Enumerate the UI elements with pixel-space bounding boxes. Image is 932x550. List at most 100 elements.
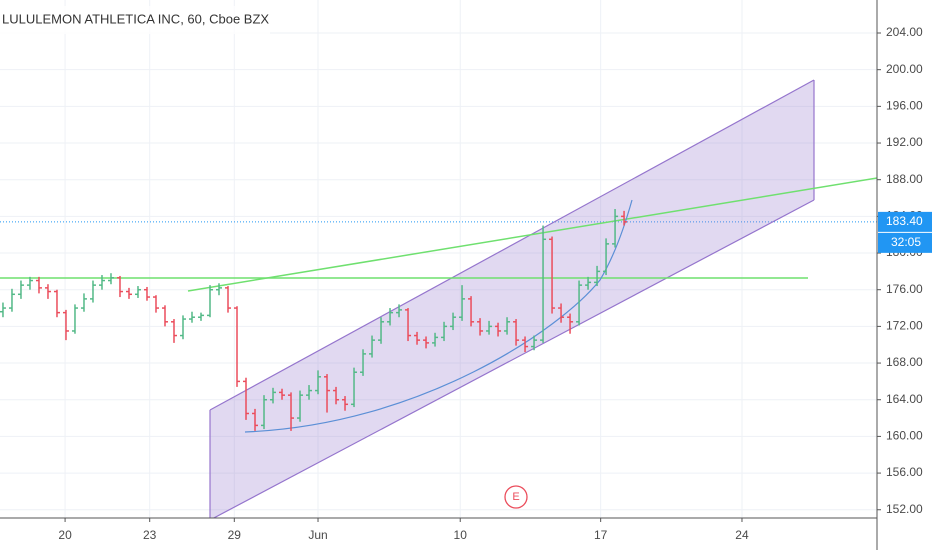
ohlc-bar <box>315 370 322 395</box>
ohlc-bar <box>450 312 457 331</box>
ohlc-bar <box>53 289 60 318</box>
ohlc-bar <box>504 317 511 335</box>
y-tick-label: 168.00 <box>886 355 923 369</box>
ohlc-bar <box>0 302 6 318</box>
ohlc-bar <box>513 319 520 346</box>
last-price-label: 183.40 <box>886 214 923 228</box>
chart-title: LULULEMON ATHLETICA INC, 60, Cboe BZX <box>2 11 269 26</box>
channel-fill <box>210 80 814 518</box>
ohlc-bar <box>44 284 51 299</box>
ohlc-bar <box>378 317 385 344</box>
ohlc-bar <box>152 295 159 313</box>
ohlc-bar <box>188 311 195 323</box>
ohlc-bar <box>306 385 313 400</box>
ohlc-bar <box>170 319 177 343</box>
ohlc-bar <box>279 388 286 400</box>
x-tick-label: 20 <box>58 528 72 542</box>
drawings <box>0 79 877 518</box>
title-bg <box>0 6 270 34</box>
ohlc-bar <box>360 349 367 376</box>
ohlc-bar <box>197 312 204 321</box>
ohlc-bar <box>324 374 331 413</box>
ohlc-bar <box>477 318 484 336</box>
ohlc-bar <box>80 293 87 312</box>
x-tick-label: Jun <box>308 528 327 542</box>
grid <box>0 0 877 518</box>
channel-bottom <box>212 199 815 518</box>
y-tick-label: 200.00 <box>886 62 923 76</box>
ohlc-bar <box>414 331 421 345</box>
y-tick-label: 164.00 <box>886 392 923 406</box>
trend-line <box>187 177 877 292</box>
ohlc-bar <box>35 276 42 294</box>
ohlc-bar <box>143 286 150 301</box>
ohlc-bar <box>243 377 250 420</box>
x-tick-label: 23 <box>143 528 157 542</box>
ohlc-bar <box>342 396 349 411</box>
ohlc-bar <box>107 273 114 285</box>
ohlc-bar <box>179 315 186 340</box>
y-tick-label: 176.00 <box>886 282 923 296</box>
ohlc-bar <box>17 280 24 299</box>
ohlc-bar <box>252 408 259 431</box>
ohlc-bar <box>567 313 574 334</box>
ohlc-bar <box>486 320 493 335</box>
y-tick-label: 160.00 <box>886 429 923 443</box>
ohlc-bar <box>62 309 69 341</box>
ohlc-bar <box>161 305 168 327</box>
ohlc-bar <box>396 304 403 318</box>
ohlc-bar <box>207 285 214 318</box>
ohlc-bar <box>261 395 268 430</box>
event-marker <box>504 485 528 509</box>
ohlc-bar <box>540 225 547 343</box>
ohlc-bar <box>116 275 123 298</box>
ohlc-bar <box>89 280 96 303</box>
ohlc-bar <box>459 285 466 321</box>
ohlc-bar <box>387 308 394 326</box>
y-tick-label: 192.00 <box>886 135 923 149</box>
ohlc-bar <box>8 288 15 312</box>
ohlc-bar <box>594 265 601 287</box>
countdown-box <box>878 232 932 253</box>
y-tick-label: 188.00 <box>886 172 923 186</box>
ohlc-bar <box>441 321 448 342</box>
ohlc-bar <box>531 335 538 351</box>
ohlc-bar <box>369 335 376 358</box>
ohlc-bar <box>351 367 358 408</box>
ohlc-bar <box>288 392 295 431</box>
ohlc-bar <box>585 276 592 290</box>
x-tick-label: 24 <box>735 528 749 542</box>
event-label: E <box>512 491 519 503</box>
ohlc-bar <box>522 336 529 353</box>
bars <box>0 209 628 431</box>
ohlc-bar <box>495 322 502 337</box>
ohlc-bar <box>558 303 565 323</box>
x-tick-label: 17 <box>594 528 608 542</box>
y-tick-label: 152.00 <box>886 502 923 516</box>
ohlc-bar <box>468 296 475 327</box>
ohlc-bar <box>612 209 619 248</box>
ohlc-bar <box>549 236 556 314</box>
ohlc-bar <box>125 287 132 299</box>
last-price-box <box>878 211 932 232</box>
ohlc-bar <box>270 387 277 404</box>
ohlc-bar <box>576 280 583 326</box>
y-tick-label: 204.00 <box>886 25 923 39</box>
ohlc-bar <box>134 286 141 298</box>
ohlc-bar <box>621 210 628 226</box>
ohlc-bar <box>234 306 241 387</box>
ohlc-bar <box>98 275 105 290</box>
ohlc-bar <box>225 286 232 313</box>
x-tick-label: 29 <box>228 528 242 542</box>
ohlc-bar <box>26 276 33 290</box>
y-tick-label: 156.00 <box>886 465 923 479</box>
ohlc-bar <box>216 283 223 296</box>
y-tick-label: 196.00 <box>886 99 923 113</box>
ohlc-bar <box>71 304 78 334</box>
channel-top <box>209 79 815 411</box>
ohlc-bar <box>603 238 610 276</box>
x-tick-label: 10 <box>454 528 468 542</box>
countdown-label: 32:05 <box>891 235 921 249</box>
ohlc-bar <box>297 390 304 422</box>
